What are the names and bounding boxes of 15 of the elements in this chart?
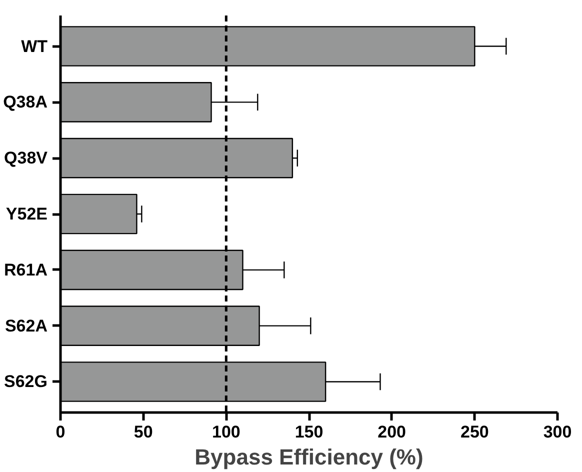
x-tick-label: 0 xyxy=(56,422,66,442)
x-tick-label: 200 xyxy=(378,422,406,442)
y-tick-label: S62G xyxy=(4,372,48,392)
x-tick-label: 50 xyxy=(134,422,153,442)
x-tick-label: 150 xyxy=(294,422,324,442)
y-tick-label: R61A xyxy=(4,260,48,280)
x-tick-label: 100 xyxy=(212,422,240,442)
y-tick-label: S62A xyxy=(4,316,48,336)
x-tick-label: 300 xyxy=(543,422,572,442)
y-tick-label: Q38A xyxy=(3,92,48,112)
x-tick-label: 250 xyxy=(460,422,489,442)
y-tick-label: Y52E xyxy=(6,204,48,224)
y-tick-label: Q38V xyxy=(4,148,48,168)
y-tick-label: WT xyxy=(21,36,48,56)
x-axis-title: Bypass Efficiency (%) xyxy=(194,444,424,470)
